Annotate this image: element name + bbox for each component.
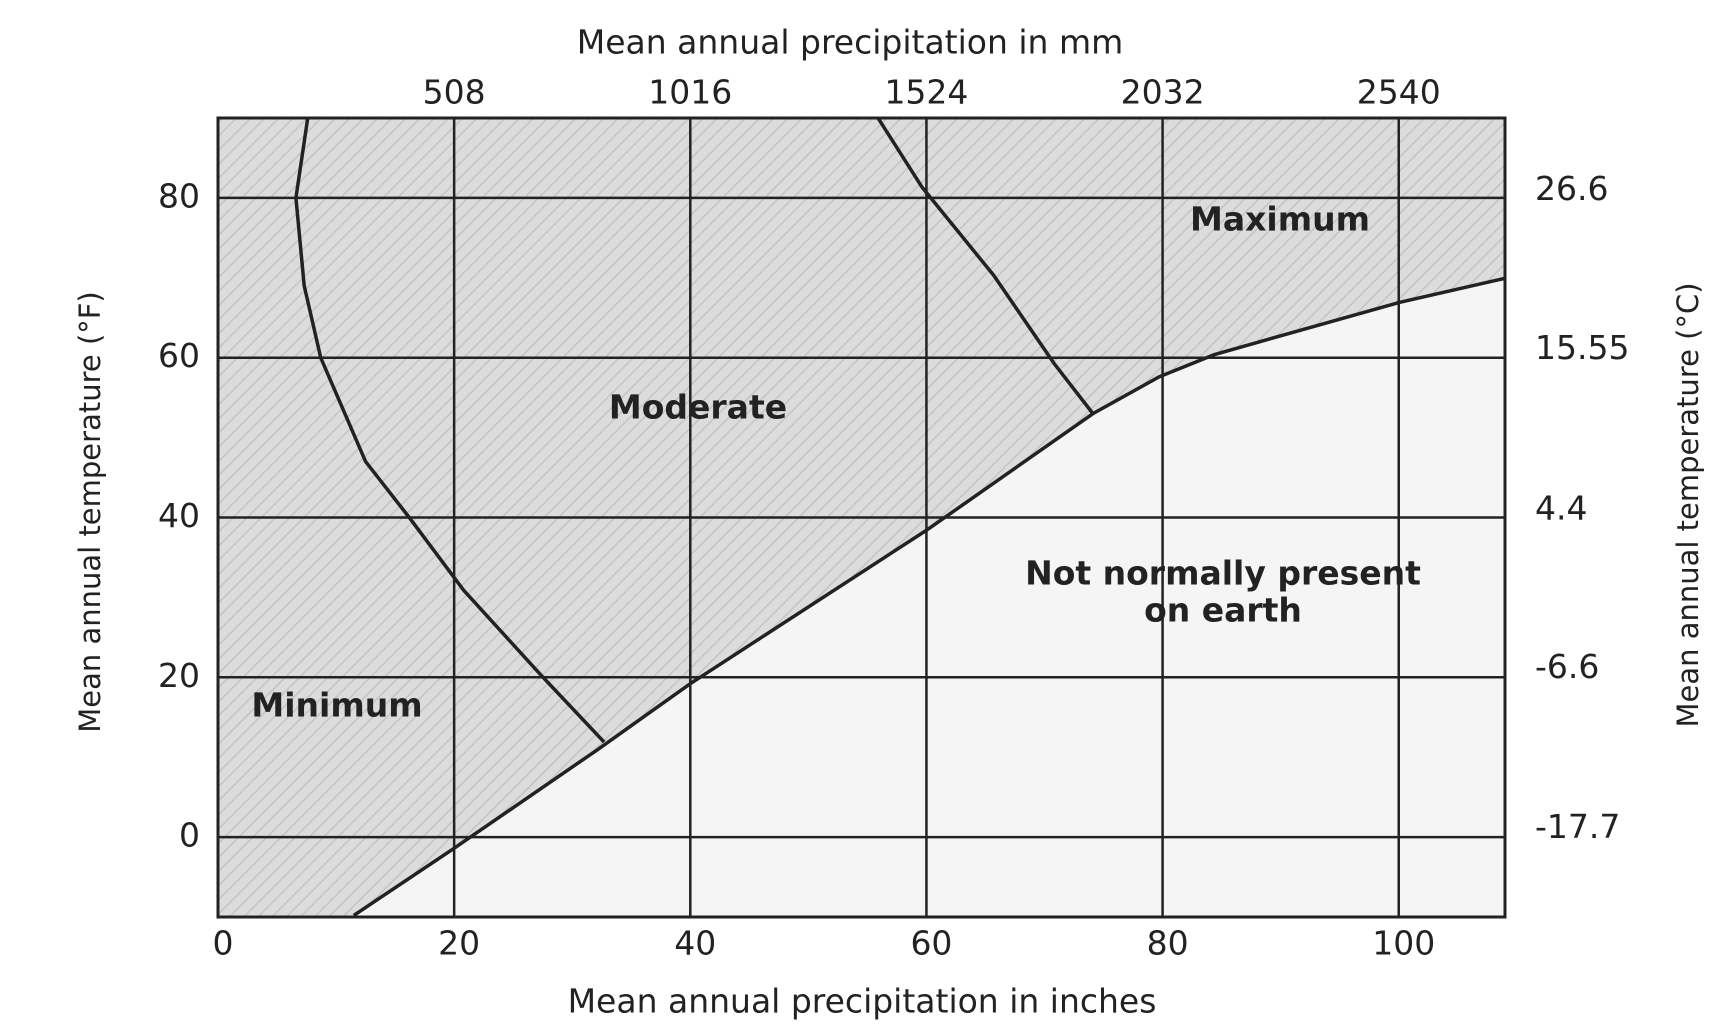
x2-tick-label: 1016 <box>648 73 732 112</box>
region-label: Not normally present <box>1025 554 1421 593</box>
y2-tick-label: -6.6 <box>1535 647 1599 686</box>
x-tick-label: 100 <box>1372 924 1435 963</box>
x2-tick-label: 1524 <box>884 73 968 112</box>
x-tick-label: 20 <box>438 924 480 963</box>
region-label: Minimum <box>251 686 422 725</box>
plot-frame <box>216 116 1507 919</box>
y2-tick-label: -17.7 <box>1535 807 1620 846</box>
y2-axis-title: Mean annual temperature (°C) <box>1671 282 1705 727</box>
y-tick-label: 80 <box>158 176 200 215</box>
y-tick-label: 60 <box>158 336 200 375</box>
x-tick-label: 60 <box>910 924 952 963</box>
boundary-line <box>294 117 606 744</box>
x-tick-label: 0 <box>213 924 234 963</box>
region-label: on earth <box>1144 591 1302 630</box>
y-tick-label: 20 <box>158 656 200 695</box>
x-tick-label: 80 <box>1147 924 1189 963</box>
x2-tick-label: 2540 <box>1357 73 1441 112</box>
x2-tick-label: 2032 <box>1121 73 1205 112</box>
y2-tick-label: 4.4 <box>1535 489 1587 528</box>
y-tick-label: 0 <box>179 816 200 855</box>
top-axis-title: Mean annual precipitation in mm <box>577 23 1124 62</box>
x-axis-title: Mean annual precipitation in inches <box>568 982 1157 1021</box>
region-label: Moderate <box>609 388 787 427</box>
x-tick-label: 40 <box>674 924 716 963</box>
boundary-line <box>876 117 1095 415</box>
region-label: Maximum <box>1190 200 1370 239</box>
y2-tick-label: 15.55 <box>1535 328 1629 367</box>
y-tick-label: 40 <box>158 496 200 535</box>
boundary-line <box>352 276 1505 917</box>
y2-tick-label: 26.6 <box>1535 169 1608 208</box>
y-axis-title: Mean annual temperature (°F) <box>73 291 107 733</box>
x2-tick-label: 508 <box>423 73 486 112</box>
